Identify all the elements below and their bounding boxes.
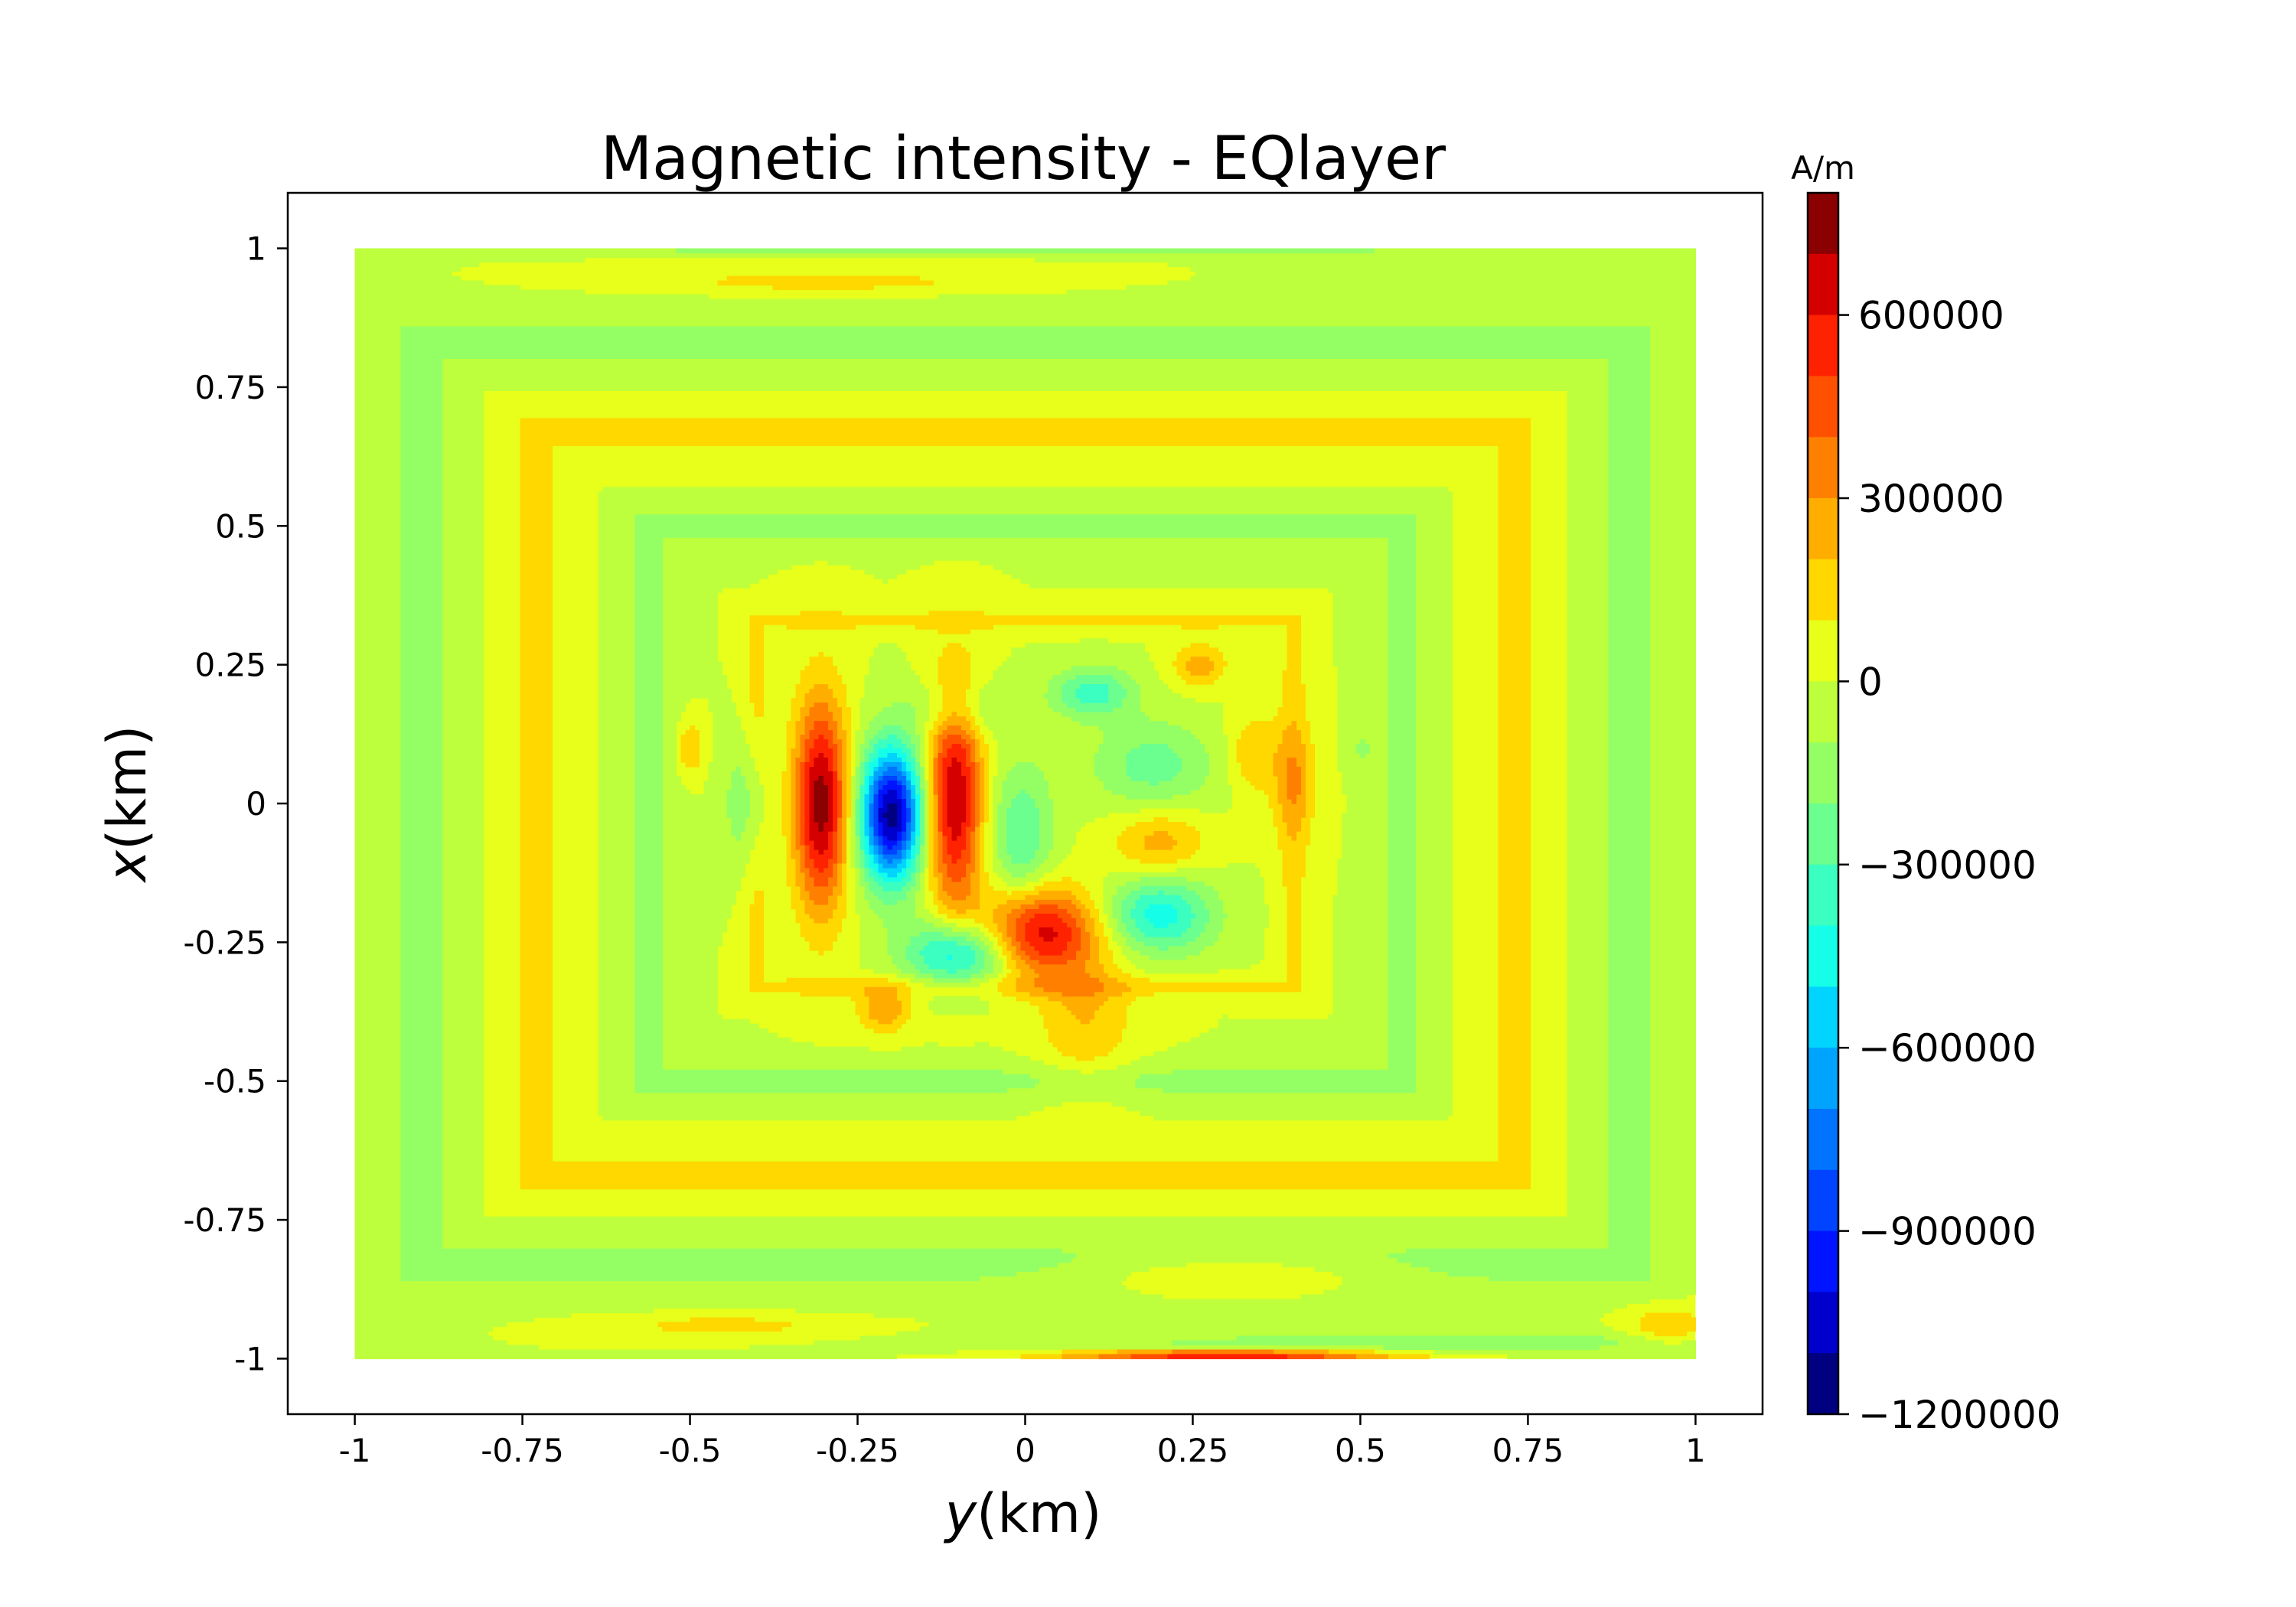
contour-level-region	[855, 675, 1210, 979]
y-tick-label: 0.5	[215, 507, 266, 545]
contour-level-region	[400, 248, 1651, 1351]
y-tick-label: 1	[246, 230, 266, 268]
x-axis-label-variable: y	[944, 1482, 978, 1545]
x-tick-label: -0.5	[659, 1432, 722, 1469]
x-axis-label: y(km)	[944, 1482, 1102, 1545]
colorbar-level	[1808, 1109, 1838, 1171]
colorbar-tick-label: −300000	[1858, 843, 2037, 888]
colorbar-level	[1808, 925, 1838, 987]
colorbar-level	[1808, 559, 1838, 621]
x-tick-label: -1	[339, 1432, 371, 1469]
colorbar-level	[1808, 253, 1838, 316]
colorbar-level	[1808, 1353, 1838, 1415]
colorbar-level	[1808, 1169, 1838, 1232]
colorbar: 600000 300000 0 −300000 −600000 −900000 −12000…	[1791, 149, 2060, 1437]
colorbar-tick-label: 300000	[1858, 477, 2004, 521]
colorbar-level	[1808, 620, 1838, 682]
colorbar-level	[1808, 864, 1838, 927]
contour-level-region	[814, 776, 829, 832]
x-tick-label: 0.5	[1335, 1432, 1386, 1469]
colorbar-tick-label: 600000	[1858, 294, 2004, 338]
colorbar-tick-label: −1200000	[1858, 1393, 2061, 1437]
contour-level-region	[354, 248, 1697, 1360]
contour-level-region	[878, 790, 902, 841]
colorbar-ticks: 600000 300000 0 −300000 −600000 −900000 −12000…	[1838, 294, 2061, 1437]
colorbar-levels	[1808, 193, 1838, 1415]
contour-level-region	[878, 781, 907, 850]
colorbar-level	[1808, 437, 1838, 499]
y-tick-label: -0.5	[204, 1063, 266, 1100]
x-axis-label-unit: (km)	[977, 1482, 1101, 1545]
y-axis-label-unit: (km)	[96, 725, 158, 850]
x-tick-label: 0.25	[1157, 1432, 1229, 1469]
contour-level-region	[869, 762, 916, 869]
y-tick-label: 0.75	[194, 369, 266, 406]
contour-level-region	[882, 804, 898, 827]
colorbar-level	[1808, 1048, 1838, 1110]
colorbar-unit: A/m	[1791, 149, 1855, 187]
colorbar-level	[1808, 986, 1838, 1048]
y-axis-ticks: 1 0.75 0.5 0.25 0 -0.25 -0.5 -0.75 -1	[183, 230, 288, 1377]
x-tick-label: 0	[1015, 1432, 1035, 1469]
y-axis-label-variable: x	[96, 849, 158, 883]
colorbar-tick-label: −600000	[1858, 1026, 2037, 1071]
x-tick-label: 1	[1685, 1432, 1706, 1469]
x-tick-label: -0.75	[481, 1432, 564, 1469]
colorbar-frame	[1806, 191, 1840, 1416]
colorbar-level	[1808, 498, 1838, 560]
colorbar-level	[1808, 681, 1838, 743]
colorbar-level	[1808, 804, 1838, 865]
colorbar-level	[1808, 1231, 1838, 1292]
x-tick-label: 0.75	[1492, 1432, 1564, 1469]
contour-level-region	[791, 657, 1389, 1360]
plot-area	[286, 191, 1764, 1416]
x-tick-label: -0.25	[816, 1432, 899, 1469]
colorbar-level	[1808, 376, 1838, 438]
y-axis-label: x(km)	[96, 725, 158, 884]
y-tick-label: 0	[246, 785, 266, 823]
magnetic-field-contours	[354, 248, 1697, 1360]
contour-level-region	[795, 702, 1357, 1360]
colorbar-tick-label: −900000	[1858, 1210, 2037, 1254]
colorbar-level	[1808, 742, 1838, 804]
y-tick-label: -0.25	[183, 924, 266, 961]
chart-title: Magnetic intensity - EQlayer	[601, 125, 1446, 194]
x-axis-ticks: -1 -0.75 -0.5 -0.25 0 0.25 0.5 0.75 1	[339, 1414, 1706, 1469]
colorbar-level	[1808, 193, 1838, 255]
colorbar-tick-label: 0	[1858, 660, 1883, 704]
colorbar-level	[1808, 315, 1838, 376]
colorbar-level	[1808, 1292, 1838, 1354]
y-tick-label: 0.25	[194, 647, 266, 684]
y-tick-label: -1	[234, 1340, 266, 1377]
y-tick-label: -0.75	[183, 1201, 266, 1239]
